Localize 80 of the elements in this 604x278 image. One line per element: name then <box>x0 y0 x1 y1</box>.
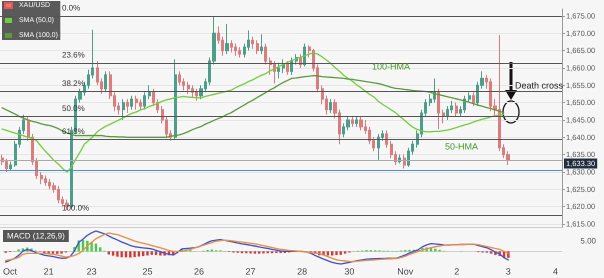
candlestick <box>139 98 142 110</box>
candlestick <box>238 46 241 58</box>
bar <box>490 251 492 254</box>
x-tick-label: 28 <box>297 266 308 276</box>
candlestick <box>230 40 233 53</box>
x-tick-label: 23 <box>86 266 97 276</box>
bar <box>129 251 132 258</box>
candlestick <box>351 116 354 128</box>
candlestick <box>130 95 133 110</box>
bar <box>99 247 102 252</box>
candlestick <box>174 58 177 140</box>
annotation: 100-HMA <box>372 62 410 72</box>
annotation: 50-HMA <box>445 142 478 152</box>
candlestick <box>355 116 358 128</box>
annotation: Death cross <box>515 80 564 90</box>
candlestick <box>104 70 107 93</box>
candlestick <box>359 116 363 131</box>
candlestick <box>264 43 267 65</box>
bar <box>254 251 256 254</box>
candlestick <box>277 62 280 79</box>
bar <box>112 251 114 256</box>
x-tick-label: 4 <box>553 266 558 276</box>
candlestick <box>286 60 289 76</box>
bar <box>258 251 260 254</box>
candlestick <box>329 98 332 114</box>
candlestick <box>143 92 146 110</box>
bar <box>120 251 123 258</box>
x-tick-label: 30 <box>344 266 354 276</box>
candlestick <box>282 58 285 74</box>
x-tick-label: 2 <box>454 266 460 276</box>
bar <box>330 251 334 256</box>
bar <box>434 248 436 252</box>
x-tick-label: 27 <box>246 266 256 276</box>
annotation: 100.0% <box>62 204 90 213</box>
candlestick <box>126 98 129 114</box>
bar <box>142 251 144 256</box>
candlestick <box>225 23 229 55</box>
candlestick <box>27 116 30 142</box>
candlestick <box>256 40 259 55</box>
x-tick-label: 26 <box>194 266 204 276</box>
bar <box>108 251 110 254</box>
candlestick <box>403 154 406 170</box>
candlestick <box>260 34 263 55</box>
x-tick-label: 3 <box>506 266 511 276</box>
text: 5.00 <box>580 236 597 246</box>
annotation: 0.0% <box>62 3 80 12</box>
candlestick <box>135 95 138 110</box>
candlestick <box>463 95 466 114</box>
candlestick <box>472 92 475 107</box>
candlestick <box>40 171 43 185</box>
x-tick-label: 21 <box>44 266 54 276</box>
candlestick <box>234 43 237 56</box>
candlestick <box>437 88 440 130</box>
candlestick <box>195 88 198 102</box>
candlestick <box>122 98 125 120</box>
annotation: 23.6% <box>62 50 85 60</box>
bar <box>56 251 58 254</box>
candlestick <box>455 102 458 117</box>
candlestick <box>5 158 8 172</box>
candlestick <box>468 92 471 104</box>
candlestick <box>385 130 388 148</box>
bar <box>340 251 342 255</box>
candlestick <box>290 57 293 76</box>
candlestick <box>187 81 190 94</box>
candlestick <box>9 161 12 171</box>
bar <box>326 251 330 256</box>
chart-title: MACD (12,26,9) <box>7 232 66 240</box>
candlestick <box>377 133 380 160</box>
bar <box>94 244 98 252</box>
x-tick-label: 25 <box>142 266 152 276</box>
candlestick <box>433 78 436 104</box>
bar <box>150 251 153 255</box>
bar <box>116 251 119 257</box>
candlestick <box>44 174 47 186</box>
candlestick <box>148 84 151 100</box>
x-tick-label: Oct <box>2 266 18 276</box>
candlestick <box>442 109 445 124</box>
bar <box>138 251 140 256</box>
candlestick <box>251 36 254 50</box>
x-tick-label: Nov <box>397 266 414 276</box>
